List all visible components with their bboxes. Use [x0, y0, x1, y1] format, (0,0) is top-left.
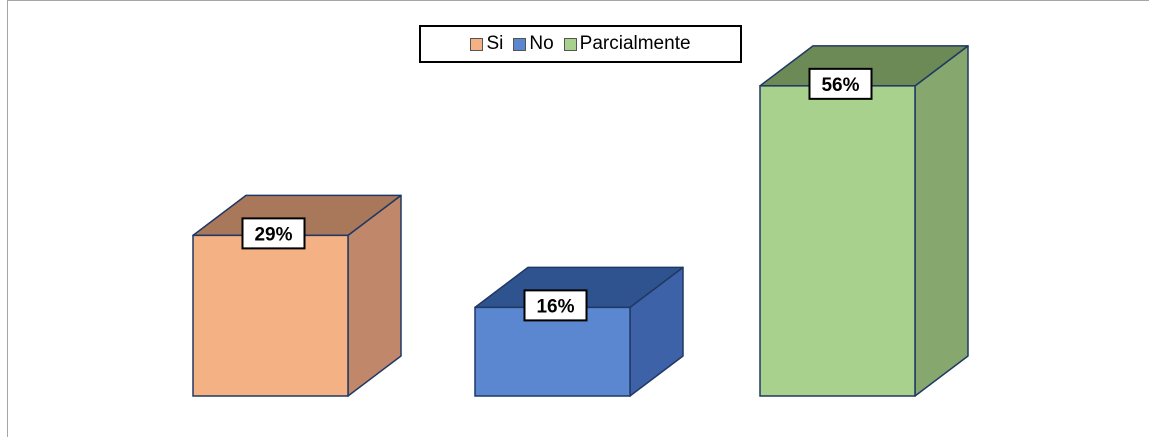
legend-item-parcialmente: Parcialmente — [563, 33, 691, 55]
legend-label-parcialmente: Parcialmente — [579, 33, 691, 54]
data-label-si: 29% — [241, 217, 306, 250]
legend-label-si: Si — [486, 33, 504, 54]
data-label-parcialmente: 56% — [808, 67, 873, 100]
bar-front-no — [474, 306, 631, 397]
data-label-text-parcialmente: 56% — [821, 75, 859, 96]
legend: Si No Parcialmente — [419, 25, 742, 63]
bar-no — [474, 266, 684, 397]
bar-front-si — [192, 234, 349, 397]
data-label-box-parcialmente — [808, 67, 873, 100]
data-label-box-no — [523, 289, 588, 322]
legend-swatch-no — [513, 37, 527, 51]
bar-side-parcialmente — [914, 45, 969, 397]
data-label-box-si — [241, 217, 306, 250]
bar-front-parcialmente — [759, 85, 916, 397]
legend-item-no: No — [513, 33, 554, 55]
data-label-text-si: 29% — [254, 224, 292, 245]
legend-swatch-si — [470, 37, 484, 51]
legend-swatch-parcialmente — [563, 37, 577, 51]
data-label-no: 16% — [523, 289, 588, 322]
chart-frame — [7, 0, 1149, 437]
legend-item-si: Si — [470, 33, 503, 55]
data-label-text-no: 16% — [536, 296, 574, 317]
legend-label-no: No — [529, 33, 554, 54]
